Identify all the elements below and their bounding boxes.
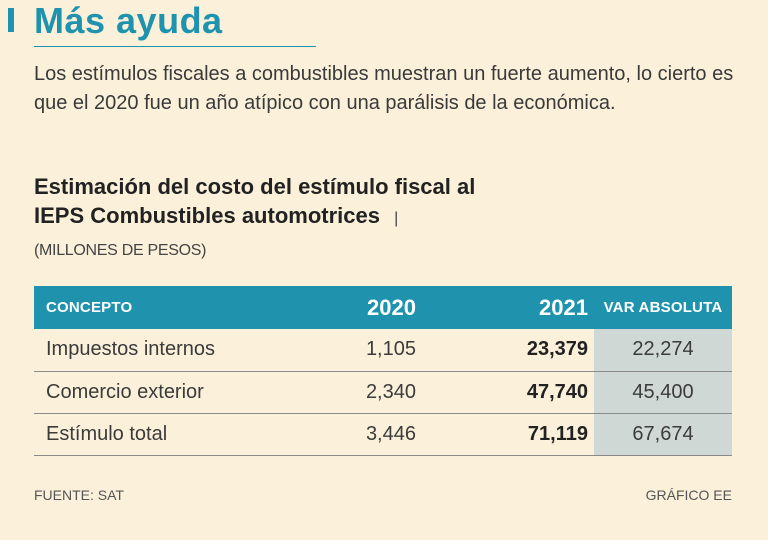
units-label: | (MILLONES DE PESOS) [34, 210, 403, 259]
row-value-2021: 71,119 [422, 413, 594, 456]
column-header-var-absoluta: VAR ABSOLUTA [603, 299, 723, 316]
column-header-2021: 2021 [539, 294, 588, 320]
data-table: CONCEPTO 2020 2021 VAR ABSOLUTA Impuesto… [34, 286, 732, 456]
table-header-row: CONCEPTO 2020 2021 VAR ABSOLUTA [34, 286, 732, 329]
row-concept: Comercio exterior [34, 371, 274, 414]
units-separator: | [394, 210, 398, 227]
credit-label: GRÁFICO EE [645, 487, 732, 503]
headline-accent-bar [8, 8, 14, 32]
row-value-2020: 1,105 [274, 329, 422, 372]
row-value-var: 67,674 [594, 413, 732, 456]
row-value-2020: 2,340 [274, 371, 422, 414]
table-row: Estímulo total 3,446 71,119 67,674 [34, 413, 732, 456]
source-label: FUENTE: SAT [34, 487, 124, 503]
table-row: Impuestos internos 1,105 23,379 22,274 [34, 329, 732, 372]
row-concept: Impuestos internos [34, 329, 274, 372]
units-text: (MILLONES DE PESOS) [34, 242, 207, 259]
row-value-2021: 23,379 [422, 329, 594, 372]
row-value-var: 45,400 [594, 371, 732, 414]
column-header-concept: CONCEPTO [46, 299, 133, 316]
row-value-var: 22,274 [594, 329, 732, 372]
row-concept: Estímulo total [34, 413, 274, 456]
headline-rule [34, 46, 316, 47]
headline: Más ayuda [34, 0, 223, 41]
chart-title: Estimación del costo del estímulo fiscal… [34, 172, 484, 265]
intro-text: Los estímulos fiscales a combustibles mu… [34, 63, 734, 114]
column-header-2020: 2020 [367, 294, 416, 320]
chart-title-text: Estimación del costo del estímulo fiscal… [34, 174, 476, 228]
row-value-2020: 3,446 [274, 413, 422, 456]
row-value-2021: 47,740 [422, 371, 594, 414]
table-row: Comercio exterior 2,340 47,740 45,400 [34, 371, 732, 414]
